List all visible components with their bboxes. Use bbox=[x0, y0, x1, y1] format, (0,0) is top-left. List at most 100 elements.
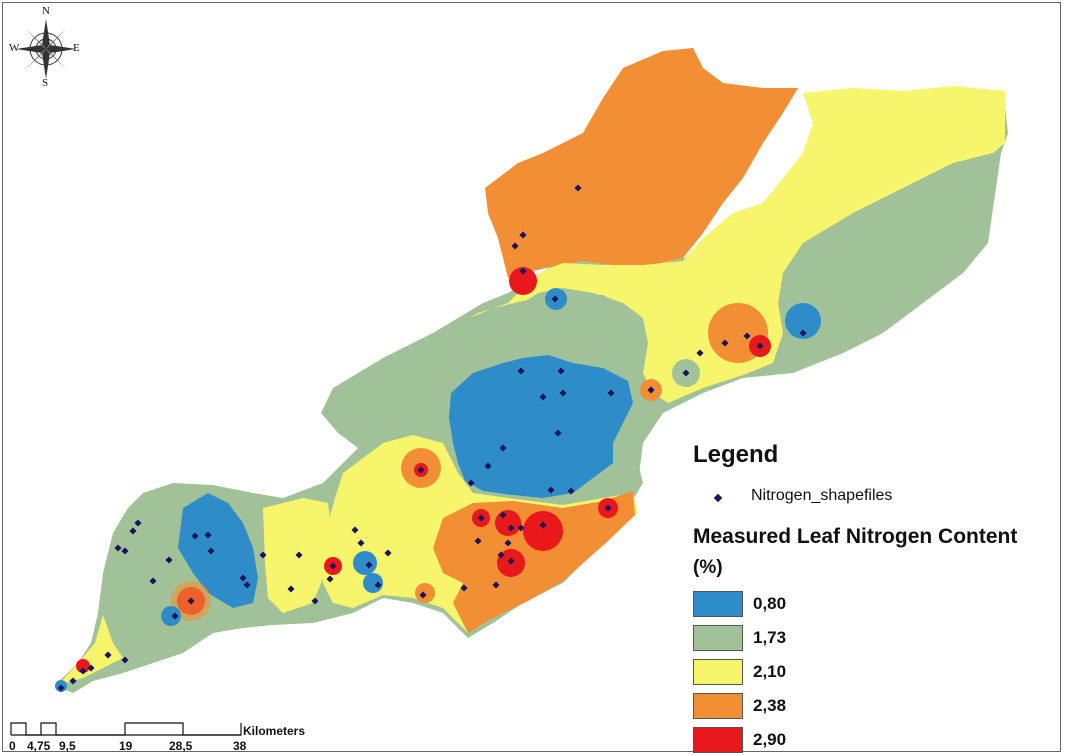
hotspot-orange-mid-2 bbox=[415, 583, 435, 603]
swatch-class-1 bbox=[693, 591, 743, 617]
region-sw-yellow bbox=[58, 615, 123, 685]
nitrogen-sample-point bbox=[134, 519, 142, 527]
region-yellow-band bbox=[453, 86, 1005, 403]
nitrogen-sample-point bbox=[477, 514, 485, 522]
swatch-class-2 bbox=[693, 625, 743, 651]
nitrogen-sample-point bbox=[567, 487, 575, 495]
nitrogen-sample-point bbox=[311, 597, 319, 605]
swatch-label-5: 2,90 bbox=[753, 730, 787, 749]
hotspot-blue-east bbox=[785, 303, 821, 339]
hotspot-blue-mid-2 bbox=[363, 573, 383, 593]
nitrogen-sample-point bbox=[460, 584, 468, 592]
nitrogen-sample-point bbox=[507, 524, 515, 532]
nitrogen-sample-point bbox=[171, 612, 179, 620]
legend-unit: (%) bbox=[693, 557, 723, 578]
scale-unit-label: Kilometers bbox=[243, 724, 306, 738]
legend-point-label: Nitrogen_shapefiles bbox=[751, 487, 893, 504]
nitrogen-sample-point bbox=[474, 537, 482, 545]
nitrogen-sample-point bbox=[696, 349, 704, 357]
scale-bar: Kilometers 0 4,75 9,5 19 28,5 38 bbox=[9, 719, 329, 755]
nitrogen-sample-point bbox=[204, 531, 212, 539]
nitrogen-sample-point bbox=[79, 667, 87, 675]
nitrogen-sample-point bbox=[574, 184, 582, 192]
nitrogen-sample-point bbox=[492, 581, 500, 589]
nitrogen-sample-point bbox=[57, 684, 65, 692]
nitrogen-sample-point bbox=[551, 295, 559, 303]
nitrogen-sample-point bbox=[511, 242, 519, 250]
nitrogen-sample-point bbox=[419, 591, 427, 599]
nitrogen-sample-point bbox=[121, 547, 129, 555]
point-symbol-icon bbox=[713, 493, 723, 503]
nitrogen-sample-point bbox=[87, 664, 95, 672]
nitrogen-sample-point bbox=[149, 577, 157, 585]
nitrogen-sample-point bbox=[554, 429, 562, 437]
compass-rose: N S E W bbox=[9, 5, 81, 89]
nitrogen-sample-point bbox=[721, 339, 729, 347]
nitrogen-sample-point bbox=[756, 342, 764, 350]
region-north-orange bbox=[485, 48, 798, 278]
legend-title: Legend bbox=[693, 441, 779, 468]
nitrogen-sample-point bbox=[417, 466, 425, 474]
nitrogen-sample-point bbox=[517, 367, 525, 375]
nitrogen-sample-point bbox=[519, 267, 527, 275]
nitrogen-points bbox=[57, 184, 807, 692]
nitrogen-sample-point bbox=[69, 677, 77, 685]
nitrogen-sample-point bbox=[295, 551, 303, 559]
nitrogen-sample-point bbox=[497, 551, 505, 559]
nitrogen-sample-point bbox=[239, 574, 247, 582]
nitrogen-sample-point bbox=[187, 597, 195, 605]
nitrogen-sample-point bbox=[507, 557, 515, 565]
nitrogen-sample-point bbox=[539, 393, 547, 401]
scale-tick-2: 9,5 bbox=[59, 739, 76, 753]
compass-icon bbox=[16, 19, 76, 79]
nitrogen-sample-point bbox=[351, 526, 359, 534]
scale-tick-5: 38 bbox=[233, 739, 247, 753]
nitrogen-sample-point bbox=[743, 332, 751, 340]
hotspot-red-sw-coast bbox=[76, 659, 90, 673]
nitrogen-sample-point bbox=[104, 651, 112, 659]
nitrogen-sample-point bbox=[384, 549, 392, 557]
swatch-label-2: 1,73 bbox=[753, 628, 787, 647]
nitrogen-sample-point bbox=[243, 581, 251, 589]
swatch-label-4: 2,38 bbox=[753, 696, 787, 715]
compass-w: W bbox=[9, 42, 20, 54]
nitrogen-sample-point bbox=[207, 547, 215, 555]
nitrogen-sample-point bbox=[504, 539, 512, 547]
swatch-label-1: 0,80 bbox=[753, 594, 787, 613]
scale-tick-3: 19 bbox=[119, 739, 133, 753]
nitrogen-sample-point bbox=[467, 479, 475, 487]
nitrogen-sample-point bbox=[647, 386, 655, 394]
hotspot-red-se-1 bbox=[523, 511, 563, 551]
nitrogen-sample-point bbox=[557, 367, 565, 375]
nitrogen-sample-point bbox=[129, 527, 137, 535]
nitrogen-sample-point bbox=[547, 486, 555, 494]
scale-tick-0: 0 bbox=[9, 739, 16, 753]
nitrogen-sample-point bbox=[357, 539, 365, 547]
nitrogen-sample-point bbox=[329, 562, 337, 570]
nitrogen-sample-point bbox=[517, 524, 525, 532]
nitrogen-sample-point bbox=[365, 561, 373, 569]
nitrogen-sample-point bbox=[191, 532, 199, 540]
scale-bar-graphic bbox=[10, 722, 242, 736]
nitrogen-sample-point bbox=[287, 585, 295, 593]
nitrogen-sample-point bbox=[499, 511, 507, 519]
nitrogen-map bbox=[55, 48, 1008, 693]
region-central-blue bbox=[449, 355, 633, 498]
nitrogen-sample-point bbox=[259, 551, 267, 559]
hotspot-red-north bbox=[509, 267, 537, 295]
nitrogen-sample-point bbox=[499, 444, 507, 452]
nitrogen-sample-point bbox=[121, 656, 129, 664]
swatch-label-3: 2,10 bbox=[753, 662, 787, 681]
compass-e: E bbox=[73, 42, 80, 54]
compass-n: N bbox=[42, 5, 50, 17]
legend: Legend Nitrogen_shapefiles Measured Leaf… bbox=[691, 439, 1061, 755]
swatch-class-4 bbox=[693, 693, 743, 719]
scale-tick-1: 4,75 bbox=[27, 739, 51, 753]
legend-heading: Measured Leaf Nitrogen Content bbox=[693, 525, 1018, 548]
nitrogen-sample-point bbox=[604, 504, 612, 512]
nitrogen-sample-point bbox=[114, 544, 122, 552]
nitrogen-sample-point bbox=[539, 521, 547, 529]
hotspot-red-se-2 bbox=[495, 510, 521, 536]
compass-s: S bbox=[42, 77, 49, 89]
